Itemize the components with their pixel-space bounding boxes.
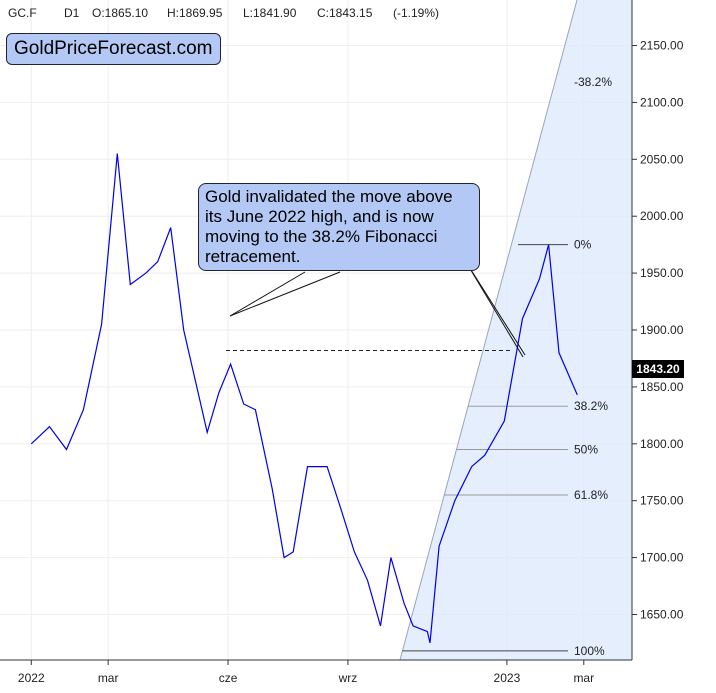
y-tick-label: 2000.00	[640, 209, 684, 223]
fibonacci-levels: -38.2% 0% 38.2% 50% 61.8% 100%	[402, 75, 612, 658]
callout-pointer-right-2	[465, 261, 526, 356]
header-change: (-1.19%)	[393, 6, 439, 20]
y-tick-label: 1850.00	[640, 380, 684, 394]
x-tick-label: mar	[573, 671, 594, 685]
callout-pointer-left-2	[229, 271, 341, 317]
header-high: H:1869.95	[167, 6, 223, 20]
annotation-callout: Gold invalidated the move above its June…	[198, 183, 480, 271]
x-tick-label: mar	[98, 671, 119, 685]
fib-level-label: 100%	[574, 644, 605, 658]
x-tick-label: 2022	[18, 671, 45, 685]
y-tick-label: 1700.00	[640, 551, 684, 565]
y-axis-ticks: 2150.00 2100.00 2050.00 2000.00 1950.00 1900.…	[632, 39, 684, 621]
y-tick-label: 1950.00	[640, 266, 684, 280]
header-timeframe: D1	[64, 6, 80, 20]
y-tick-label: 2100.00	[640, 95, 684, 109]
x-tick-label: cze	[219, 671, 238, 685]
y-tick-label: 2150.00	[640, 39, 684, 53]
header-close: C:1843.15	[317, 6, 373, 20]
x-tick-label: 2023	[494, 671, 521, 685]
header-open: O:1865.10	[92, 6, 148, 20]
y-tick-label: 2050.00	[640, 152, 684, 166]
ohlc-header: GC.F D1 O:1865.10 H:1869.95 L:1841.90 C:…	[8, 6, 439, 20]
fib-level-label: 61.8%	[574, 488, 608, 502]
y-tick-label: 1750.00	[640, 494, 684, 508]
header-low: L:1841.90	[243, 6, 297, 20]
price-series	[30, 153, 578, 644]
brand-label: GoldPriceForecast.com	[6, 33, 221, 65]
y-tick-label: 1650.00	[640, 607, 684, 621]
x-axis-ticks: 2022 mar cze wrz 2023 mar	[18, 660, 594, 685]
callout-pointers	[229, 261, 526, 358]
fib-level-label: 50%	[574, 442, 598, 456]
fib-level-label: 38.2%	[574, 399, 608, 413]
y-tick-label: 1900.00	[640, 323, 684, 337]
fibonacci-trend-line	[399, 0, 578, 661]
header-symbol: GC.F	[8, 6, 37, 20]
x-tick-label: wrz	[338, 671, 358, 685]
callout-pointer-left-1	[229, 271, 306, 317]
y-tick-label: 1800.00	[640, 437, 684, 451]
last-price-badge: 1843.20	[632, 360, 684, 378]
fib-level-label: -38.2%	[574, 75, 612, 89]
fib-level-label: 0%	[574, 238, 592, 252]
